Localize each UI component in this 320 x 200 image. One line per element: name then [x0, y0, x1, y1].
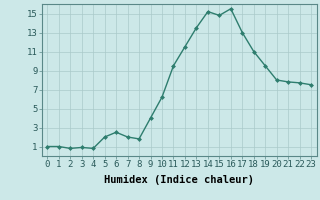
X-axis label: Humidex (Indice chaleur): Humidex (Indice chaleur) — [104, 175, 254, 185]
